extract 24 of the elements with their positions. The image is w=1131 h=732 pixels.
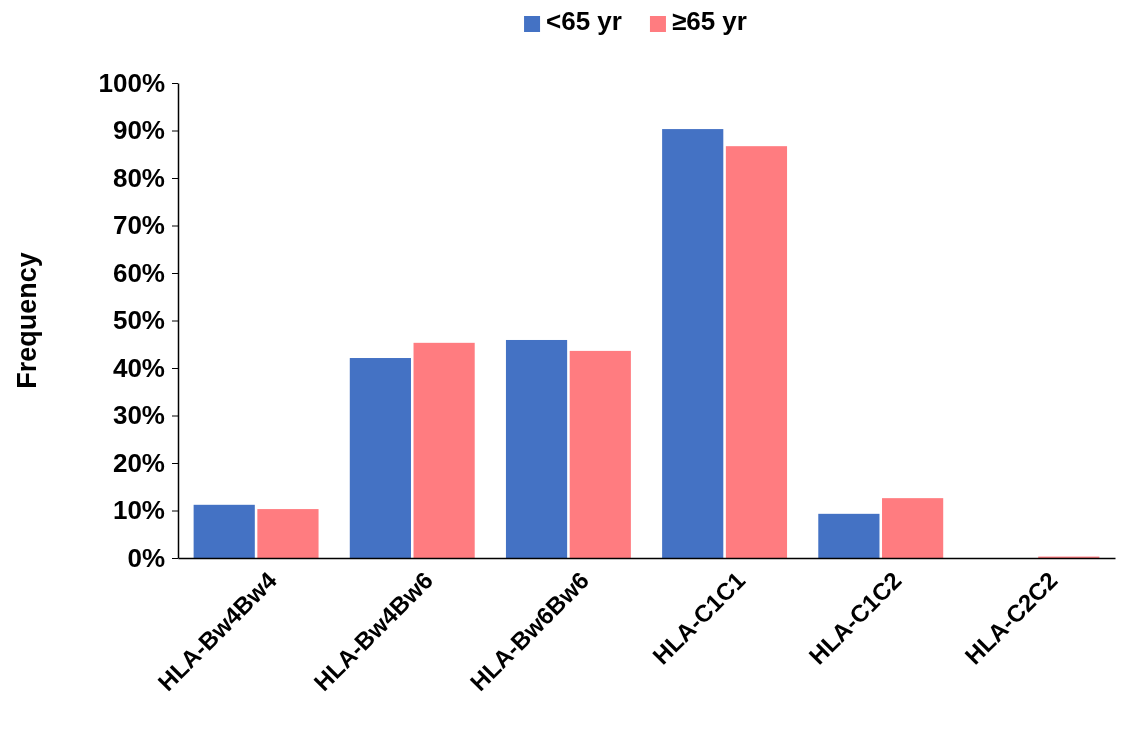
bar (349, 358, 411, 558)
y-tick-label: 30% (112, 400, 165, 431)
legend-label: ≥65 yr (671, 6, 747, 36)
y-tick-label: 70% (112, 210, 165, 241)
y-tick-label: 20% (112, 447, 165, 478)
y-tick-label: 50% (112, 305, 165, 336)
y-tick-label: 40% (112, 352, 165, 383)
bar (662, 129, 724, 558)
bar (193, 504, 255, 558)
y-tick-label: 100% (98, 67, 165, 98)
bar (882, 498, 944, 558)
y-tick-label: 60% (112, 257, 165, 288)
y-axis-title: Frequency (12, 252, 42, 389)
y-tick-label: 90% (112, 115, 165, 146)
bar (725, 146, 788, 558)
bar (569, 350, 631, 558)
y-tick-label: 10% (112, 495, 165, 526)
y-tick-label: 80% (112, 162, 165, 193)
bar (505, 339, 568, 558)
bar (818, 513, 880, 558)
y-tick-label: 0% (127, 542, 165, 573)
legend-label: <65 yr (546, 6, 622, 36)
bar (257, 509, 319, 558)
bar (413, 342, 475, 558)
